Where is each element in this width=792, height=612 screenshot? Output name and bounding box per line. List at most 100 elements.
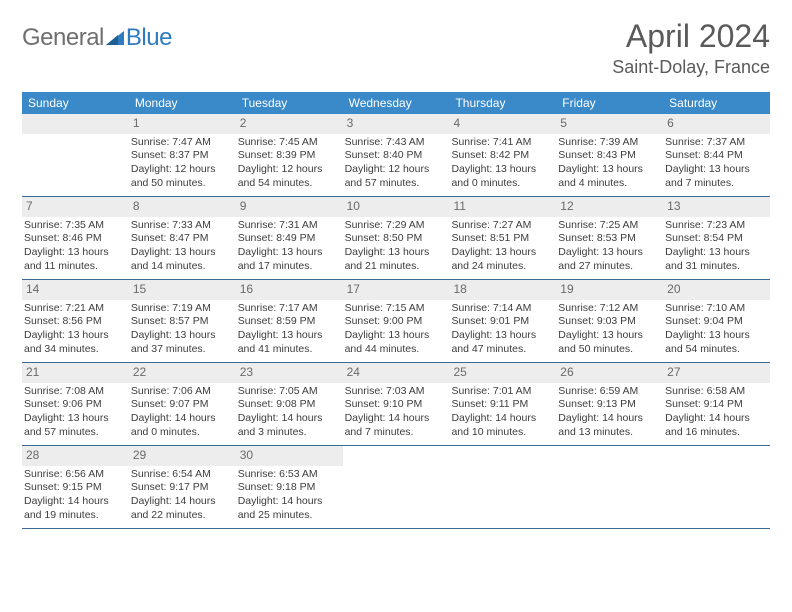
location: Saint-Dolay, France (612, 57, 770, 78)
day-info-line: Sunrise: 7:33 AM (131, 219, 234, 233)
day-info-line: Sunset: 8:44 PM (665, 149, 768, 163)
day-info-line: Sunset: 8:56 PM (24, 315, 127, 329)
day-info-line: Daylight: 13 hours (451, 163, 554, 177)
calendar-day: 25Sunrise: 7:01 AMSunset: 9:11 PMDayligh… (449, 363, 556, 445)
day-number: 17 (343, 280, 450, 300)
day-info-line: and 22 minutes. (131, 509, 234, 523)
day-info-line: Sunrise: 7:39 AM (558, 136, 661, 150)
day-info-line: Sunset: 8:50 PM (345, 232, 448, 246)
day-body (449, 450, 556, 456)
calendar-week: 1Sunrise: 7:47 AMSunset: 8:37 PMDaylight… (22, 114, 770, 197)
day-body: Sunrise: 7:41 AMSunset: 8:42 PMDaylight:… (449, 134, 556, 195)
day-info-line: Sunset: 9:11 PM (451, 398, 554, 412)
day-info-line: Sunset: 9:01 PM (451, 315, 554, 329)
day-info-line: and 4 minutes. (558, 177, 661, 191)
calendar-day: 26Sunrise: 6:59 AMSunset: 9:13 PMDayligh… (556, 363, 663, 445)
day-info-line: Daylight: 13 hours (451, 246, 554, 260)
calendar-day: 8 Sunrise: 7:33 AMSunset: 8:47 PMDaylight… (129, 197, 236, 279)
day-info-line: Sunset: 8:46 PM (24, 232, 127, 246)
day-info-line: and 11 minutes. (24, 260, 127, 274)
calendar-day: 9Sunrise: 7:31 AMSunset: 8:49 PMDaylight… (236, 197, 343, 279)
calendar-day: 29Sunrise: 6:54 AMSunset: 9:17 PMDayligh… (129, 446, 236, 528)
day-info-line: and 34 minutes. (24, 343, 127, 357)
day-body: Sunrise: 7:10 AMSunset: 9:04 PMDaylight:… (663, 300, 770, 361)
day-info-line: Sunset: 9:00 PM (345, 315, 448, 329)
day-info-line: Sunset: 8:47 PM (131, 232, 234, 246)
day-info-line: and 17 minutes. (238, 260, 341, 274)
day-info-line: Daylight: 13 hours (131, 329, 234, 343)
calendar-day: 22Sunrise: 7:06 AMSunset: 9:07 PMDayligh… (129, 363, 236, 445)
day-body: Sunrise: 7:14 AMSunset: 9:01 PMDaylight:… (449, 300, 556, 361)
day-number: 12 (556, 197, 663, 217)
day-body: Sunrise: 7:12 AMSunset: 9:03 PMDaylight:… (556, 300, 663, 361)
day-number: 11 (449, 197, 556, 217)
day-info-line: and 54 minutes. (238, 177, 341, 191)
calendar-weeks: 1Sunrise: 7:47 AMSunset: 8:37 PMDaylight… (22, 114, 770, 529)
day-info-line: Sunrise: 6:54 AM (131, 468, 234, 482)
day-info-line: Sunset: 9:03 PM (558, 315, 661, 329)
day-number: 4 (449, 114, 556, 134)
day-info-line: Sunset: 9:07 PM (131, 398, 234, 412)
day-number: 1 (129, 114, 236, 134)
day-number: 30 (236, 446, 343, 466)
calendar-day: 4Sunrise: 7:41 AMSunset: 8:42 PMDaylight… (449, 114, 556, 196)
day-info-line: Daylight: 14 hours (24, 495, 127, 509)
day-body: Sunrise: 7:19 AMSunset: 8:57 PMDaylight:… (129, 300, 236, 361)
day-body: Sunrise: 7:35 AMSunset: 8:46 PMDaylight:… (22, 217, 129, 278)
day-info-line: Sunrise: 6:56 AM (24, 468, 127, 482)
day-number: 29 (129, 446, 236, 466)
day-info-line: and 0 minutes. (451, 177, 554, 191)
calendar-day: 23Sunrise: 7:05 AMSunset: 9:08 PMDayligh… (236, 363, 343, 445)
day-body: Sunrise: 7:03 AMSunset: 9:10 PMDaylight:… (343, 383, 450, 444)
day-info-line: Daylight: 13 hours (665, 246, 768, 260)
day-info-line: and 16 minutes. (665, 426, 768, 440)
day-number: 27 (663, 363, 770, 383)
calendar-day: 24Sunrise: 7:03 AMSunset: 9:10 PMDayligh… (343, 363, 450, 445)
calendar-day: 12Sunrise: 7:25 AMSunset: 8:53 PMDayligh… (556, 197, 663, 279)
day-info-line: Sunrise: 7:47 AM (131, 136, 234, 150)
day-number: 15 (129, 280, 236, 300)
day-info-line: Daylight: 13 hours (24, 412, 127, 426)
day-number: 7 (22, 197, 129, 217)
day-info-line: and 50 minutes. (558, 343, 661, 357)
day-body: Sunrise: 6:58 AMSunset: 9:14 PMDaylight:… (663, 383, 770, 444)
day-number: 21 (22, 363, 129, 383)
calendar-day: 21Sunrise: 7:08 AMSunset: 9:06 PMDayligh… (22, 363, 129, 445)
calendar-day: 30Sunrise: 6:53 AMSunset: 9:18 PMDayligh… (236, 446, 343, 528)
day-info-line: Sunrise: 7:19 AM (131, 302, 234, 316)
calendar-week: 21Sunrise: 7:08 AMSunset: 9:06 PMDayligh… (22, 363, 770, 446)
day-info-line: Sunrise: 6:58 AM (665, 385, 768, 399)
day-number: 25 (449, 363, 556, 383)
day-info-line: Daylight: 12 hours (238, 163, 341, 177)
day-number: 5 (556, 114, 663, 134)
day-info-line: Sunset: 9:13 PM (558, 398, 661, 412)
day-body: Sunrise: 7:23 AMSunset: 8:54 PMDaylight:… (663, 217, 770, 278)
day-info-line: and 3 minutes. (238, 426, 341, 440)
calendar-day (343, 446, 450, 528)
day-number: 23 (236, 363, 343, 383)
day-info-line: Sunrise: 7:14 AM (451, 302, 554, 316)
day-info-line: Sunset: 8:39 PM (238, 149, 341, 163)
calendar-day (663, 446, 770, 528)
day-info-line: Sunrise: 6:59 AM (558, 385, 661, 399)
logo-text-general: General (22, 24, 104, 52)
day-info-line: Sunrise: 7:08 AM (24, 385, 127, 399)
calendar-day: 28Sunrise: 6:56 AMSunset: 9:15 PMDayligh… (22, 446, 129, 528)
day-info-line: Daylight: 14 hours (665, 412, 768, 426)
day-info-line: Sunset: 9:08 PM (238, 398, 341, 412)
day-info-line: Sunrise: 6:53 AM (238, 468, 341, 482)
day-number: 20 (663, 280, 770, 300)
day-info-line: Daylight: 12 hours (345, 163, 448, 177)
calendar-day: 18Sunrise: 7:14 AMSunset: 9:01 PMDayligh… (449, 280, 556, 362)
logo-text-blue: Blue (126, 24, 172, 52)
day-info-line: Sunset: 9:17 PM (131, 481, 234, 495)
day-info-line: Sunrise: 7:27 AM (451, 219, 554, 233)
day-body (22, 134, 129, 140)
day-number: 8 (129, 197, 236, 217)
day-info-line: and 21 minutes. (345, 260, 448, 274)
day-info-line: Sunset: 9:14 PM (665, 398, 768, 412)
day-info-line: Daylight: 13 hours (558, 246, 661, 260)
day-info-line: and 0 minutes. (131, 426, 234, 440)
day-info-line: Daylight: 13 hours (131, 246, 234, 260)
day-info-line: Daylight: 13 hours (238, 329, 341, 343)
